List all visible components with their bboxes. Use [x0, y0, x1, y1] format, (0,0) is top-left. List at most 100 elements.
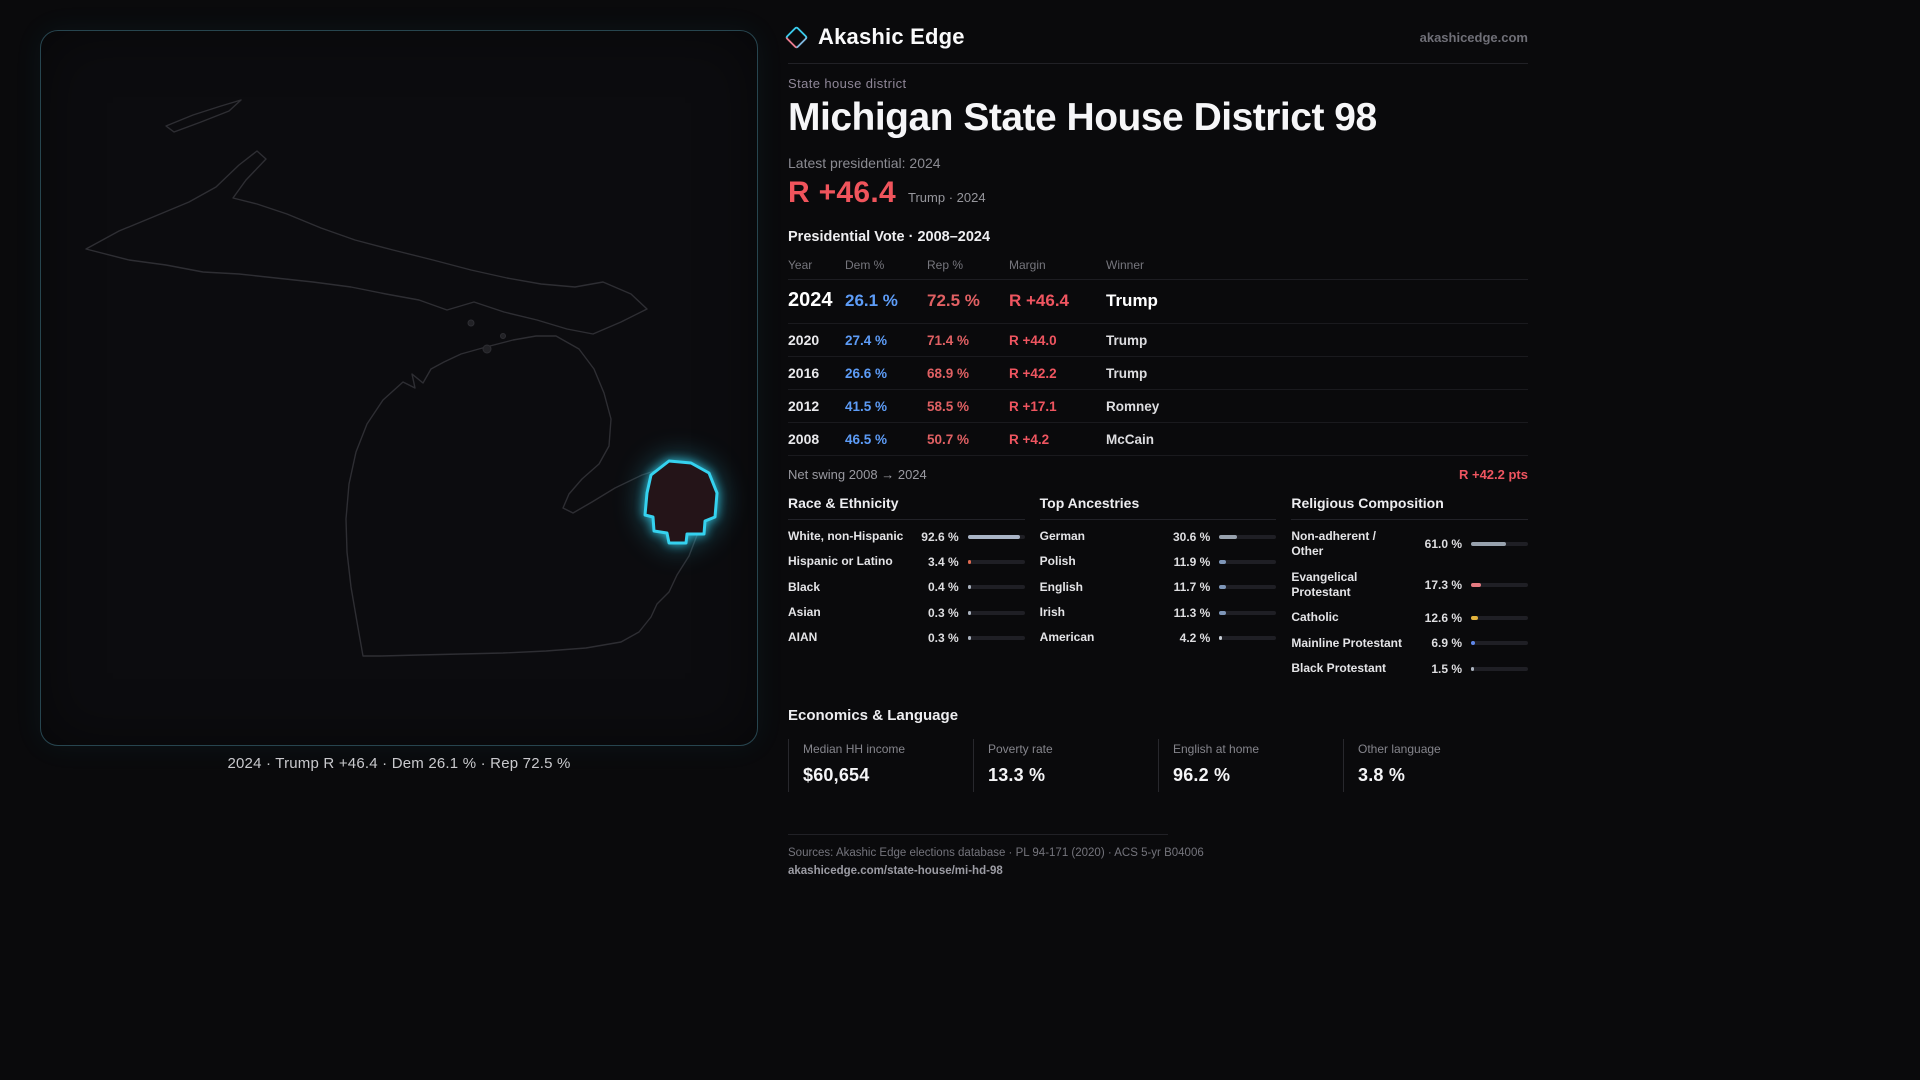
demo-item-label: White, non-Hispanic — [788, 529, 904, 543]
demo-item-label: Non-adherent / Other — [1291, 529, 1376, 559]
vote-rows: 2024 26.1 % 72.5 % R +46.4 Trump 2020 27.4 % 71… — [788, 280, 1528, 456]
demo-item-bar-fill — [967, 636, 971, 641]
demo-item-value: 0.3 % — [927, 605, 959, 620]
demo-column-1: Top Ancestries German 30.6 % Polish 11.9 % En… — [1039, 495, 1277, 682]
demo-item-bar — [1219, 610, 1277, 615]
brand-name: Akashic Edge — [818, 24, 965, 49]
isle-royale-outline — [165, 99, 242, 133]
vote-table-title: Presidential Vote · 2008–2024 — [788, 229, 991, 245]
demo-item: Asian 0.3 % — [788, 600, 1025, 625]
demo-item-bar-fill — [1219, 610, 1226, 615]
headline-context: Trump · 2024 — [908, 190, 986, 205]
year-cell: 2012 — [788, 398, 820, 414]
demo-item-bar — [1219, 534, 1277, 539]
demo-item-label: Mainline Protestant — [1291, 635, 1403, 650]
demo-item-value: 30.6 % — [1172, 529, 1211, 544]
demo-item: Black Protestant 1.5 % — [1291, 656, 1528, 681]
header-divider — [788, 63, 1528, 64]
upper-peninsula-outline — [85, 150, 648, 335]
stat-value: 96.2 % — [1173, 764, 1231, 785]
stat-value: 13.3 % — [988, 764, 1046, 785]
demo-item: Hispanic or Latino 3.4 % — [788, 549, 1025, 574]
demo-item: Polish 11.9 % — [1040, 549, 1277, 574]
demo-item-bar-fill — [967, 560, 971, 565]
vote-row-2016: 2016 26.6 % 68.9 % R +42.2 Trump — [788, 357, 1528, 390]
stat-0: Median HH income $60,654 — [788, 738, 973, 792]
economics-stats: Median HH income $60,654 Poverty rate 13.3 … — [788, 738, 1528, 792]
site-link[interactable]: akashicedge.com — [1419, 29, 1528, 45]
demo-item-value: 11.7 % — [1173, 580, 1211, 595]
demo-item: AIAN 0.3 % — [788, 625, 1025, 650]
net-swing-value: R +42.2 pts — [1458, 467, 1528, 482]
vote-row-2024: 2024 26.1 % 72.5 % R +46.4 Trump — [788, 280, 1528, 324]
headline-margin-row: R +46.4 Trump · 2024 — [788, 176, 1528, 210]
dem-cell: 26.1 % — [845, 290, 898, 310]
demo-column-title: Religious Composition — [1291, 495, 1528, 520]
demo-item-label: AIAN — [788, 630, 818, 645]
demographics-grid: Race & Ethnicity White, non-Hispanic 92.6 … — [788, 495, 1528, 682]
demo-item-bar — [1471, 666, 1528, 671]
demo-item: Black 0.4 % — [788, 575, 1025, 600]
demo-item-label: Hispanic or Latino — [788, 554, 893, 569]
demo-item-bar — [1471, 641, 1528, 646]
island-dot — [467, 319, 475, 327]
stat-value: $60,654 — [803, 764, 870, 785]
demo-item-value: 11.9 % — [1173, 555, 1211, 570]
demo-item-value: 61.0 % — [1424, 537, 1462, 552]
rep-cell: 58.5 % — [927, 398, 970, 414]
dem-cell: 41.5 % — [845, 398, 888, 414]
vote-row-2012: 2012 41.5 % 58.5 % R +17.1 Romney — [788, 390, 1528, 423]
column-header-margin: Margin — [1009, 258, 1046, 272]
dem-cell: 27.4 % — [845, 332, 888, 348]
demo-item: German 30.6 % — [1040, 524, 1277, 549]
demo-item-bar-fill — [1471, 666, 1474, 671]
demo-item-bar-fill — [967, 610, 971, 615]
demo-item-bar — [1219, 560, 1277, 565]
vote-table-header: Year Dem % Rep % Margin Winner — [788, 252, 1528, 280]
map-caption: 2024 · Trump R +46.4 · Dem 26.1 % · Rep … — [227, 755, 571, 772]
permalink[interactable]: akashicedge.com/state-house/mi-hd-98 — [788, 864, 1003, 877]
economics-title: Economics & Language — [788, 706, 959, 724]
vote-row-2020: 2020 27.4 % 71.4 % R +44.0 Trump — [788, 324, 1528, 357]
demo-item-label: Asian — [788, 605, 821, 620]
demo-item-value: 4.2 % — [1179, 631, 1211, 646]
margin-cell: R +46.4 — [1009, 290, 1070, 310]
demo-item-bar — [1471, 616, 1528, 621]
rep-cell: 50.7 % — [927, 431, 970, 447]
demo-item-bar-fill — [967, 585, 971, 590]
demo-item-label: German — [1039, 529, 1086, 543]
winner-cell: Romney — [1106, 398, 1160, 414]
demo-item-bar — [967, 585, 1025, 590]
winner-cell: Trump — [1106, 290, 1158, 310]
winner-cell: Trump — [1106, 332, 1148, 348]
demo-item-bar — [967, 534, 1025, 539]
demo-item-bar-fill — [1219, 585, 1226, 590]
demo-item-bar — [1471, 542, 1528, 547]
dem-cell: 46.5 % — [845, 431, 888, 447]
footer: Sources: Akashic Edge elections database… — [788, 833, 1528, 879]
demo-item-bar — [1471, 583, 1528, 588]
demo-item-label: Irish — [1039, 605, 1065, 620]
demo-item-value: 0.4 % — [927, 580, 959, 595]
stat-label: Other language — [1358, 741, 1441, 756]
lower-peninsula-outline — [345, 335, 706, 657]
demo-column-0: Race & Ethnicity White, non-Hispanic 92.6 … — [788, 495, 1025, 682]
margin-cell: R +44.0 — [1009, 332, 1057, 348]
demo-item-label: Evangelical Protestant — [1291, 569, 1358, 600]
detail-panel: Akashic Edge akashicedge.com State house… — [784, 24, 1528, 879]
demo-column-title: Race & Ethnicity — [788, 495, 1025, 520]
island-dot — [500, 333, 506, 339]
demo-item-bar-fill — [1471, 641, 1475, 646]
demo-item: American 4.2 % — [1040, 625, 1277, 650]
net-swing-label: Net swing 2008 → 2024 — [788, 467, 927, 482]
demo-item-label: Black — [788, 579, 821, 594]
demo-item-label: Polish — [1039, 554, 1076, 569]
column-header-winner: Winner — [1106, 258, 1145, 272]
year-cell: 2008 — [788, 431, 820, 447]
brand: Akashic Edge — [784, 24, 965, 50]
year-cell: 2016 — [788, 365, 820, 381]
demo-item: Non-adherent / Other 61.0 % — [1291, 524, 1528, 565]
demo-item-bar-fill — [1219, 560, 1227, 565]
column-header-rep: Rep % — [927, 258, 964, 272]
stat-label: Median HH income — [803, 741, 906, 756]
